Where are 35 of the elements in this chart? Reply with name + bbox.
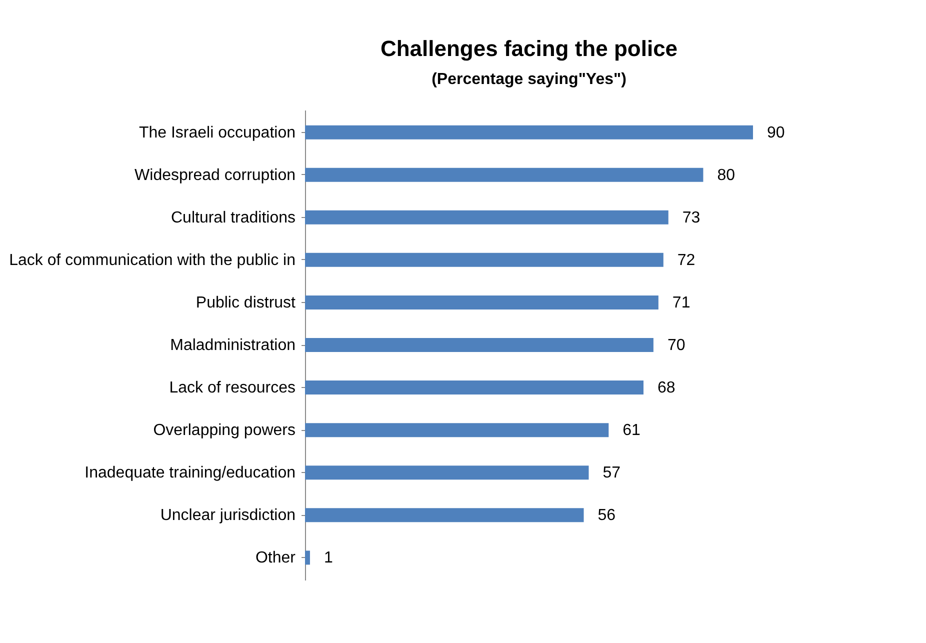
data-label: 72 (677, 252, 696, 269)
chart-title: Challenges facing the police (380, 36, 678, 61)
y-tick-label: Overlapping powers (153, 422, 296, 440)
data-label: 70 (667, 337, 686, 354)
bar (305, 210, 668, 224)
bar (305, 380, 644, 395)
y-tick-label: Maladministration (170, 337, 296, 354)
bar (305, 466, 589, 480)
chart-subtitle: (Percentage saying"Yes") (432, 71, 626, 88)
bar (305, 125, 753, 140)
data-label: 71 (672, 294, 690, 312)
y-tick-label: Inadequate training/education (84, 464, 296, 482)
bar (305, 423, 609, 438)
data-label: 68 (657, 380, 676, 397)
data-label: 73 (682, 209, 700, 226)
y-tick-label: Widespread corruption (134, 166, 296, 184)
bar (305, 252, 664, 267)
bar (305, 168, 704, 182)
y-tick-label: Lack of communication with the public in (9, 252, 296, 269)
data-label: 80 (717, 166, 736, 184)
y-tick-label: Lack of resources (169, 380, 296, 397)
data-label: 90 (767, 124, 785, 142)
y-tick-label: Cultural traditions (171, 209, 296, 226)
y-tick-label: Unclear jurisdiction (160, 507, 296, 524)
data-label: 56 (598, 507, 616, 524)
y-tick-label: The Israeli occupation (138, 124, 296, 142)
data-label: 61 (622, 422, 641, 440)
y-tick-label: Other (255, 550, 296, 567)
y-tick-label: Public distrust (196, 294, 296, 312)
bar (305, 295, 658, 310)
bar (305, 338, 654, 352)
data-label: 1 (324, 550, 333, 567)
bar (305, 550, 310, 565)
bar (305, 508, 584, 522)
data-label: 57 (602, 464, 621, 482)
